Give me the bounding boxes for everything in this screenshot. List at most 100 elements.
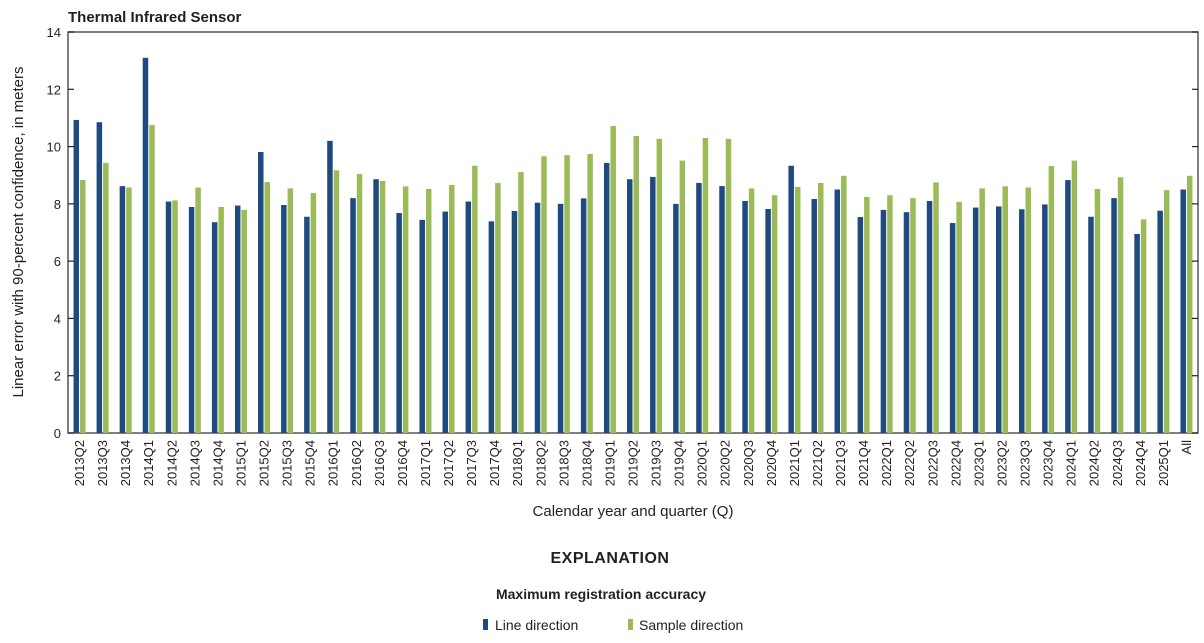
legend: EXPLANATION Maximum registration accurac… <box>483 550 743 633</box>
bar-line-2018Q3 <box>557 203 564 433</box>
bar-line-2013Q3 <box>96 122 103 433</box>
bar-sample-2018Q3 <box>564 155 570 433</box>
x-tick-label-2019Q2: 2019Q2 <box>626 440 641 486</box>
bar-line-2023Q1 <box>972 207 979 433</box>
bar-line-2019Q1 <box>603 162 610 433</box>
bar-line-2018Q1 <box>511 211 518 433</box>
bar-line-2017Q3 <box>465 201 472 433</box>
x-tick-label-2019Q1: 2019Q1 <box>602 440 617 486</box>
bar-sample-2023Q3 <box>1025 187 1032 433</box>
y-tick-label-2: 2 <box>54 369 61 384</box>
x-tick-label-2025Q1: 2025Q1 <box>1156 440 1171 486</box>
bar-line-2014Q2 <box>165 201 172 433</box>
x-tick-label-2024Q1: 2024Q1 <box>1064 440 1079 486</box>
bar-sample-2019Q4 <box>679 160 686 433</box>
bar-line-2015Q1 <box>234 205 241 433</box>
y-tick-label-8: 8 <box>54 197 61 212</box>
bar-sample-2017Q4 <box>495 182 501 433</box>
bar-line-2014Q1 <box>142 57 149 434</box>
bar-line-2022Q2 <box>903 212 910 433</box>
bar-sample-2020Q2 <box>725 138 732 433</box>
y-tick-label-4: 4 <box>54 311 61 326</box>
x-tick-label-2016Q3: 2016Q3 <box>372 440 387 486</box>
x-tick-label-2013Q3: 2013Q3 <box>95 440 110 486</box>
bar-line-2022Q4 <box>949 223 956 433</box>
bar-sample-2014Q4 <box>218 207 224 433</box>
bar-line-2021Q3 <box>834 189 841 433</box>
bar-line-2017Q4 <box>488 221 495 433</box>
bar-line-2018Q2 <box>534 202 541 433</box>
legend-label-sample: Sample direction <box>639 617 743 633</box>
bar-sample-2024Q2 <box>1094 188 1101 433</box>
x-tick-label-2014Q4: 2014Q4 <box>210 440 225 486</box>
bar-sample-2023Q1 <box>979 188 985 433</box>
y-axis-label: Linear error with 90-percent confidence,… <box>10 67 27 398</box>
x-tick-label-2015Q4: 2015Q4 <box>303 440 318 486</box>
x-tick-label-2013Q4: 2013Q4 <box>118 440 133 486</box>
bar-sample-2021Q1 <box>794 186 801 433</box>
x-tick-label-2023Q3: 2023Q3 <box>1018 440 1033 486</box>
bar-line-2025Q1 <box>1157 210 1163 433</box>
bar-sample-2018Q2 <box>541 156 547 433</box>
bar-line-2022Q3 <box>926 200 933 433</box>
y-tick-label-10: 10 <box>47 140 61 155</box>
x-tick-label-2018Q1: 2018Q1 <box>510 440 525 486</box>
bar-line-2015Q2 <box>258 152 264 434</box>
x-tick-label-2019Q4: 2019Q4 <box>672 440 687 486</box>
bar-line-2013Q4 <box>119 186 126 433</box>
bar-sample-2014Q2 <box>172 200 178 433</box>
x-tick-label-2017Q2: 2017Q2 <box>441 440 456 486</box>
bar-line-2021Q4 <box>857 217 864 433</box>
bar-line-2019Q4 <box>673 203 679 433</box>
x-tick-label-2021Q3: 2021Q3 <box>833 440 848 486</box>
x-tick-label-2022Q3: 2022Q3 <box>925 440 940 486</box>
x-tick-label-2018Q3: 2018Q3 <box>556 440 571 486</box>
x-tick-label-2016Q2: 2016Q2 <box>349 440 364 486</box>
bar-sample-2020Q1 <box>702 137 709 433</box>
bar-sample-2023Q4 <box>1048 166 1055 433</box>
x-tick-label-2016Q1: 2016Q1 <box>326 440 341 486</box>
x-tick-label-2024Q3: 2024Q3 <box>1110 440 1125 486</box>
bar-sample-2022Q2 <box>910 198 916 433</box>
bars <box>73 57 1193 434</box>
x-axis-label: Calendar year and quarter (Q) <box>533 503 734 520</box>
x-axis-ticks: 2013Q2 2013Q3 2013Q4 2014Q1 2014Q2 2014Q3 2014… <box>72 440 1194 486</box>
bar-sample-2013Q4 <box>126 187 132 433</box>
bar-line-2014Q4 <box>211 222 218 433</box>
x-tick-label-All: All <box>1179 440 1194 455</box>
x-tick-label-2022Q4: 2022Q4 <box>948 440 963 486</box>
bar-line-2013Q2 <box>73 119 80 434</box>
bar-sample-2024Q4 <box>1140 219 1147 433</box>
bar-line-2016Q4 <box>396 213 402 433</box>
bar-sample-2015Q3 <box>287 188 294 433</box>
bar-line-2020Q3 <box>742 200 748 433</box>
bar-line-2015Q4 <box>304 216 310 433</box>
x-tick-label-2018Q4: 2018Q4 <box>579 440 594 486</box>
bar-sample-2015Q1 <box>241 209 247 433</box>
bar-sample-2017Q3 <box>472 165 478 433</box>
bar-line-2022Q1 <box>880 209 887 433</box>
bar-sample-2018Q4 <box>587 154 593 434</box>
bar-sample-2019Q2 <box>633 135 639 433</box>
bar-sample-2016Q4 <box>402 186 409 433</box>
x-tick-label-2020Q2: 2020Q2 <box>718 440 733 486</box>
bar-line-2020Q1 <box>696 182 702 433</box>
bar-line-2014Q3 <box>188 207 195 433</box>
bar-line-2021Q1 <box>788 165 794 433</box>
bar-sample-2022Q3 <box>933 182 939 433</box>
x-tick-label-2021Q1: 2021Q1 <box>787 440 802 486</box>
bar-sample-2016Q3 <box>379 180 386 433</box>
x-tick-label-2018Q2: 2018Q2 <box>533 440 548 486</box>
bar-line-2015Q3 <box>281 205 287 433</box>
bar-sample-2023Q2 <box>1002 186 1008 433</box>
x-tick-label-2020Q1: 2020Q1 <box>695 440 710 486</box>
bar-sample-2020Q4 <box>771 195 778 433</box>
bar-sample-2024Q3 <box>1117 177 1124 433</box>
x-tick-label-2020Q4: 2020Q4 <box>764 440 779 486</box>
bar-line-2016Q2 <box>350 198 356 433</box>
bar-line-2024Q3 <box>1111 198 1117 433</box>
bar-line-2023Q4 <box>1042 204 1048 433</box>
bar-sample-2022Q1 <box>887 195 893 433</box>
x-tick-label-2024Q4: 2024Q4 <box>1133 440 1148 486</box>
x-tick-label-2014Q1: 2014Q1 <box>141 440 156 486</box>
